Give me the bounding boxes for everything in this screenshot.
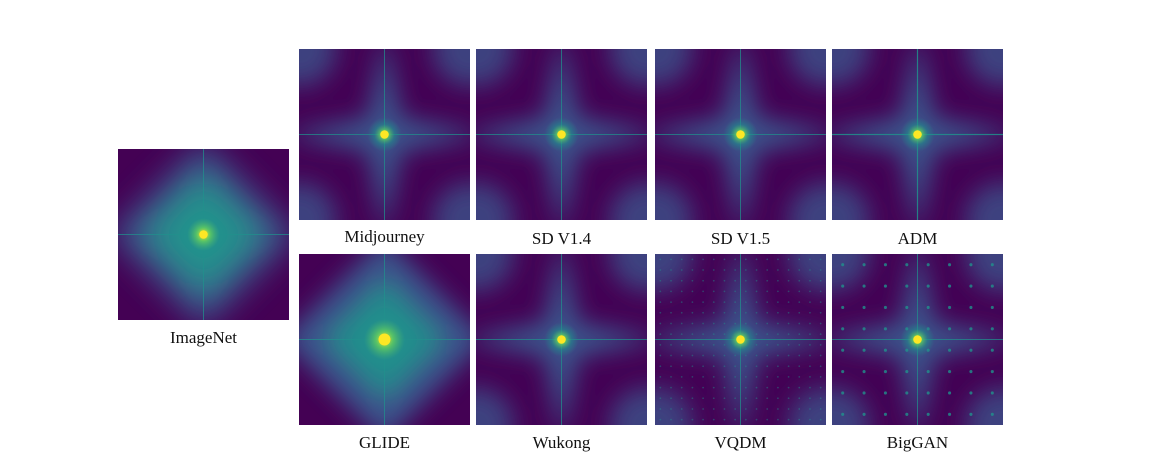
- caption-vqdm: VQDM: [714, 433, 767, 452]
- spectrum-vqdm: [655, 254, 826, 425]
- caption-sd-v1-4: SD V1.4: [531, 229, 592, 248]
- caption-midjourney: Midjourney: [344, 227, 425, 246]
- caption-wukong: Wukong: [532, 433, 591, 452]
- spectrum-adm: [832, 49, 1003, 220]
- caption-sd-v1-5: SD V1.5: [710, 229, 771, 248]
- caption-adm: ADM: [897, 229, 938, 248]
- spectrum-midjourney: [299, 49, 470, 220]
- spectrum-sd-v1-4: [476, 49, 647, 220]
- caption-biggan: BigGAN: [886, 433, 949, 452]
- spectrum-imagenet: [118, 149, 289, 320]
- spectrum-sd-v1-5: [655, 49, 826, 220]
- caption-imagenet: ImageNet: [169, 328, 238, 347]
- spectrum-biggan: [832, 254, 1003, 425]
- caption-glide: GLIDE: [359, 433, 410, 452]
- spectrum-glide: [299, 254, 470, 425]
- spectrum-wukong: [476, 254, 647, 425]
